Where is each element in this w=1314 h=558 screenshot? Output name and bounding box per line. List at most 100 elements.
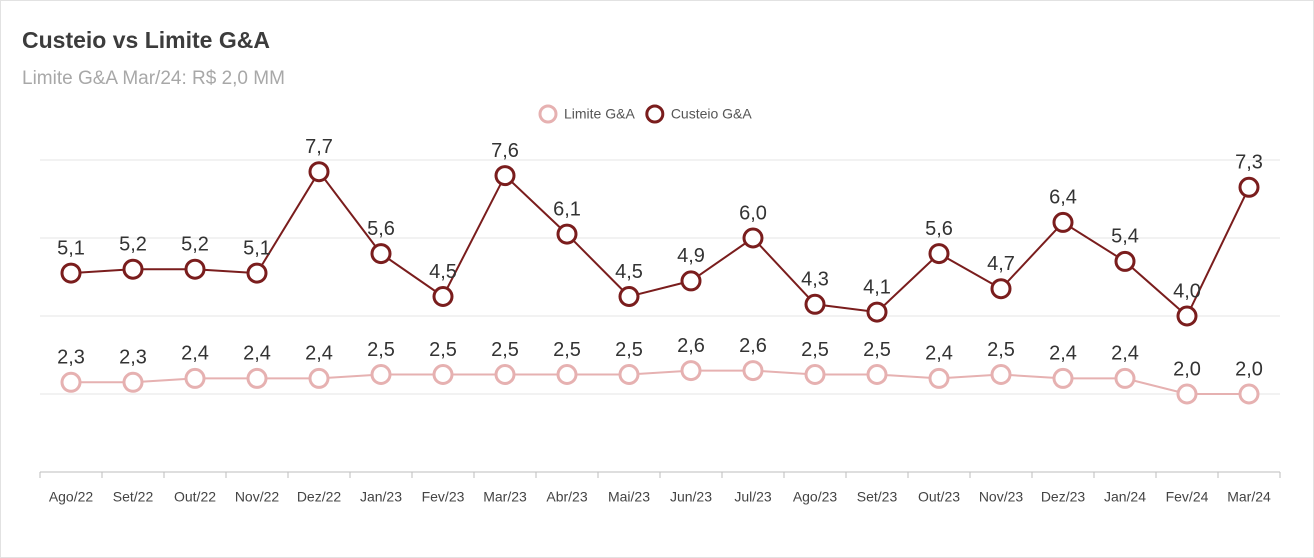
point [1238, 176, 1260, 198]
value-label: 6,0 [739, 202, 767, 224]
value-label: 2,5 [987, 339, 1015, 361]
point [866, 364, 888, 385]
value-label: 2,6 [739, 335, 767, 357]
value-label: 2,5 [429, 339, 457, 361]
value-label: 7,3 [1235, 152, 1263, 174]
legend-label: Custeio G&A [671, 106, 753, 122]
legend-marker [538, 104, 558, 124]
x-tick-label: Dez/22 [297, 489, 342, 505]
value-label: 2,5 [615, 339, 643, 361]
x-tick-label: Fev/23 [422, 489, 465, 505]
legend-marker [645, 104, 665, 124]
point [680, 270, 702, 292]
point [618, 364, 640, 385]
value-label: 2,5 [863, 339, 891, 361]
value-label: 7,6 [491, 140, 519, 162]
point [1052, 211, 1074, 233]
point [928, 367, 950, 389]
point [1052, 367, 1074, 389]
value-label: 4,7 [987, 253, 1015, 275]
x-tick-label: Out/22 [174, 489, 216, 505]
point [804, 293, 826, 315]
point [432, 286, 454, 307]
point [184, 258, 206, 280]
x-tick-label: Abr/23 [546, 489, 587, 505]
value-label: 2,4 [1049, 343, 1077, 365]
point [308, 367, 330, 389]
chart-subtitle: Limite G&A Mar/24: R$ 2,0 MM [22, 68, 285, 89]
value-label: 2,6 [677, 335, 705, 357]
x-tick-label: Nov/23 [979, 489, 1024, 505]
value-label: 2,0 [1173, 358, 1201, 380]
point [1114, 367, 1136, 389]
point [308, 161, 330, 183]
point [246, 262, 268, 284]
x-tick-label: Fev/24 [1166, 489, 1209, 505]
point [122, 371, 144, 393]
x-tick-label: Mar/24 [1227, 489, 1271, 505]
point [556, 223, 578, 245]
point [370, 364, 392, 385]
chart-title: Custeio vs Limite G&A [22, 27, 270, 53]
x-tick-label: Jul/23 [734, 489, 772, 505]
value-label: 4,1 [863, 276, 891, 298]
value-label: 2,5 [801, 339, 829, 361]
value-label: 2,4 [243, 343, 271, 365]
point [494, 364, 516, 385]
value-label: 5,6 [925, 218, 953, 240]
point [1238, 383, 1260, 405]
value-label: 5,6 [367, 218, 395, 240]
x-tick-label: Jun/23 [670, 489, 712, 505]
value-label: 4,0 [1173, 280, 1201, 302]
point [804, 364, 826, 385]
point [990, 364, 1012, 385]
value-label: 2,5 [553, 339, 581, 361]
point [60, 371, 82, 393]
value-label: 5,1 [243, 237, 271, 259]
x-tick-label: Out/23 [918, 489, 960, 505]
point [1176, 305, 1198, 327]
point [122, 258, 144, 280]
point [60, 262, 82, 284]
point [742, 360, 764, 382]
value-label: 6,1 [553, 198, 581, 220]
value-label: 6,4 [1049, 187, 1077, 209]
value-label: 5,2 [181, 233, 209, 255]
point [928, 243, 950, 265]
x-tick-label: Mar/23 [483, 489, 527, 505]
value-label: 4,5 [615, 261, 643, 283]
point [618, 286, 640, 307]
value-label: 2,4 [305, 343, 333, 365]
x-tick-label: Set/22 [113, 489, 154, 505]
point [494, 165, 516, 187]
point [370, 243, 392, 265]
value-label: 2,3 [119, 347, 147, 369]
point [990, 278, 1012, 300]
value-label: 5,4 [1111, 226, 1139, 248]
value-label: 4,9 [677, 245, 705, 267]
point [556, 364, 578, 385]
value-label: 2,4 [181, 343, 209, 365]
point [742, 227, 764, 249]
x-tick-label: Ago/23 [793, 489, 838, 505]
value-label: 2,3 [57, 347, 85, 369]
value-label: 5,2 [119, 233, 147, 255]
value-label: 2,4 [1111, 343, 1139, 365]
value-label: 4,5 [429, 261, 457, 283]
legend-label: Limite G&A [564, 106, 635, 122]
value-label: 2,4 [925, 343, 953, 365]
point [184, 367, 206, 389]
value-label: 2,0 [1235, 358, 1263, 380]
value-label: 4,3 [801, 269, 829, 291]
value-label: 2,5 [367, 339, 395, 361]
value-label: 2,5 [491, 339, 519, 361]
x-tick-label: Jan/24 [1104, 489, 1146, 505]
value-label: 7,7 [305, 136, 333, 158]
series-line [70, 169, 1250, 318]
point [246, 367, 268, 389]
x-tick-label: Set/23 [857, 489, 898, 505]
value-label: 5,1 [57, 237, 85, 259]
